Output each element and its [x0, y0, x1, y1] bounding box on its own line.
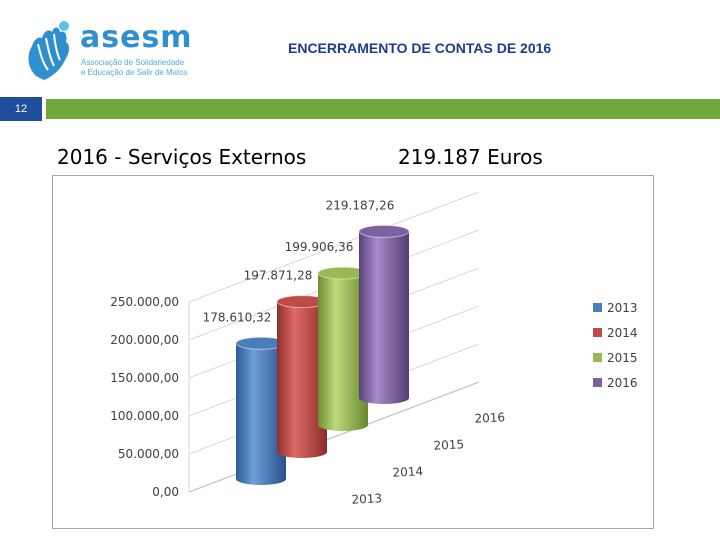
bar-body [236, 343, 286, 485]
y-tick-label: 200.000,00 [110, 333, 179, 347]
legend-label: 2015 [607, 351, 638, 365]
legend-label: 2014 [607, 326, 638, 340]
value-label: 197.871,28 [244, 269, 313, 283]
chart-area: 0,00 50.000,00 100.000,00 150.000,00 200.000… [52, 175, 654, 529]
y-tick-label: 0,00 [152, 485, 179, 499]
bar-body [318, 273, 368, 431]
value-label: 178.610,32 [203, 310, 272, 324]
subtitle-amount: 219.187 Euros [398, 145, 543, 169]
page-title: ENCERRAMENTO DE CONTAS DE 2016 [288, 40, 552, 56]
value-label: 219.187,26 [326, 198, 395, 212]
bar-2015 [317, 266, 369, 431]
y-tick-label: 50.000,00 [118, 447, 179, 461]
bar-top [358, 224, 410, 238]
y-tick-label: 250.000,00 [110, 295, 179, 309]
legend-label: 2013 [607, 301, 638, 315]
x-tick-label: 2013 [351, 491, 382, 507]
legend-swatch [593, 303, 602, 312]
gridline [188, 191, 480, 303]
logo-word: asesm [80, 20, 193, 55]
bar-2016 [358, 224, 410, 404]
legend-swatch [593, 328, 602, 337]
x-tick-label: 2014 [392, 464, 423, 480]
hand-logo-icon [28, 21, 69, 80]
x-tick-label: 2015 [433, 437, 464, 453]
x-tick-label: 2016 [474, 410, 505, 426]
legend-swatch [593, 353, 602, 362]
bar-chart: 0,00 50.000,00 100.000,00 150.000,00 200.000… [110, 191, 638, 507]
header-bar [46, 99, 720, 119]
logo-subtitle-line1: Associação de Solidariedade [81, 58, 185, 67]
asesm-logo: asesm Associação de Solidariedade e Educ… [24, 18, 192, 84]
value-label: 199.906,36 [285, 240, 354, 254]
logo-subtitle-line2: e Educação de Salir de Matos [81, 68, 188, 77]
bar-2013 [235, 336, 287, 485]
y-tick-label: 100.000,00 [110, 409, 179, 423]
slide-number: 12 [0, 97, 42, 121]
legend-label: 2016 [607, 376, 638, 390]
bar-body [359, 231, 409, 404]
bar-body [277, 301, 327, 458]
subtitle-left: 2016 - Serviços Externos [57, 145, 307, 169]
legend-swatch [593, 378, 602, 387]
y-tick-label: 150.000,00 [110, 371, 179, 385]
